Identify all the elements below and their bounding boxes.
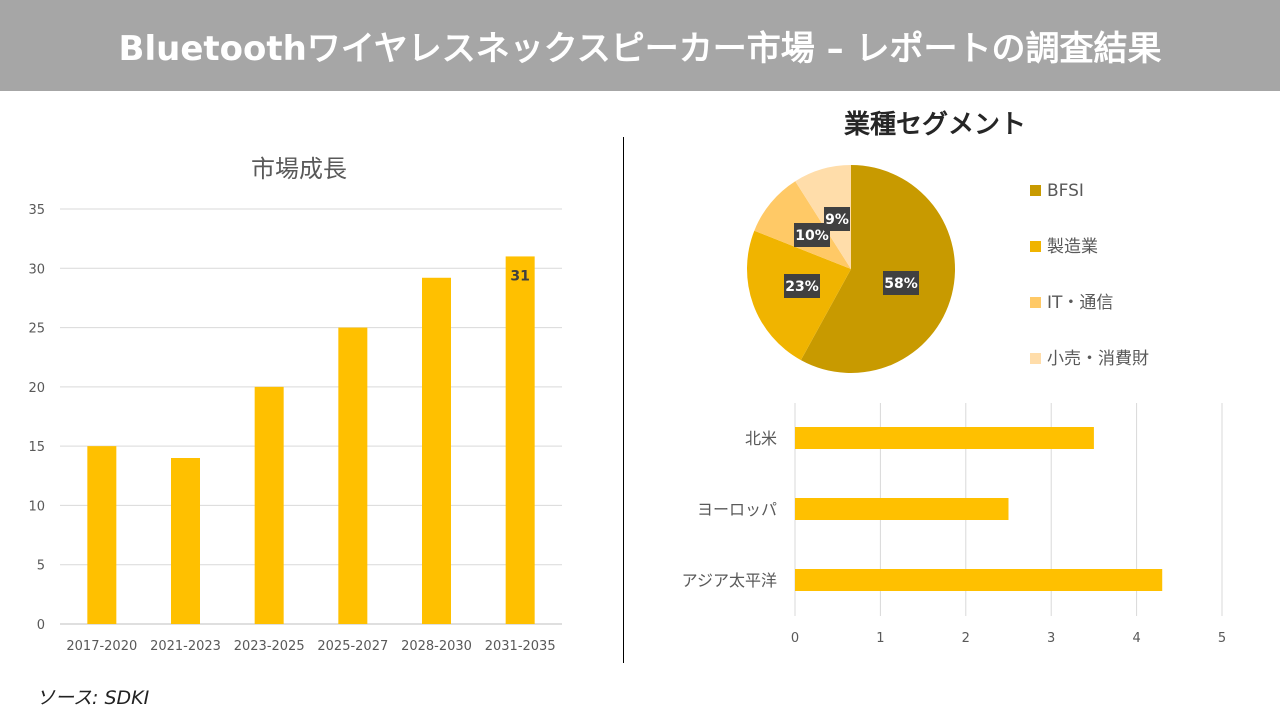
y-tick-label: アジア太平洋 xyxy=(682,571,777,590)
x-tick-label: 2021-2023 xyxy=(150,639,221,654)
x-tick-label: 2 xyxy=(962,631,970,646)
y-tick-label: 5 xyxy=(37,559,45,574)
legend-label: 製造業 xyxy=(1047,237,1098,257)
legend-swatch xyxy=(1030,353,1041,364)
x-tick-label: 2017-2020 xyxy=(66,639,137,654)
y-tick-label: 35 xyxy=(28,203,45,218)
data-label-box xyxy=(824,207,850,231)
bar xyxy=(795,569,1163,591)
x-tick-label: 2028-2030 xyxy=(401,639,472,654)
legend-label: 小売・消費財 xyxy=(1047,349,1149,369)
bar xyxy=(254,386,284,624)
x-tick-label: 2023-2025 xyxy=(234,639,305,654)
x-tick-label: 4 xyxy=(1132,631,1140,646)
legend-swatch xyxy=(1030,241,1041,252)
data-label-box xyxy=(883,271,919,295)
source-note: ソース: SDKI xyxy=(36,687,150,709)
bar xyxy=(422,277,451,624)
divider xyxy=(623,137,624,663)
y-tick-label: 15 xyxy=(28,440,45,455)
data-label: 31 xyxy=(510,268,529,284)
bar xyxy=(87,446,117,624)
x-tick-label: 2031-2035 xyxy=(485,639,556,654)
y-tick-label: 25 xyxy=(28,322,45,337)
y-tick-label: 30 xyxy=(28,262,45,277)
data-label: 23% xyxy=(785,279,819,295)
legend-label: IT・通信 xyxy=(1047,293,1113,313)
legend-swatch xyxy=(1030,297,1041,308)
y-tick-label: 0 xyxy=(37,618,45,633)
x-tick-label: 0 xyxy=(791,631,799,646)
bar xyxy=(795,498,1009,520)
legend-swatch xyxy=(1030,185,1041,196)
page-title: Bluetoothワイヤレスネックスピーカー市場 – レポートの調査結果 xyxy=(0,0,1280,91)
legend-label: BFSI xyxy=(1047,181,1084,201)
pie-slice xyxy=(795,165,851,269)
data-label-box xyxy=(784,274,820,298)
x-tick-label: 1 xyxy=(876,631,884,646)
bar xyxy=(795,427,1094,449)
bar xyxy=(171,458,200,624)
y-tick-label: ヨーロッパ xyxy=(697,500,777,519)
chart-title: 市場成長 xyxy=(251,155,347,183)
data-label: 9% xyxy=(825,212,849,228)
x-tick-label: 2025-2027 xyxy=(317,639,388,654)
chart-title: 業種セグメント xyxy=(844,110,1026,140)
data-label: 10% xyxy=(795,228,829,244)
y-tick-label: 10 xyxy=(28,499,45,514)
y-tick-label: 北米 xyxy=(745,429,777,448)
pie-slice xyxy=(800,165,955,374)
x-tick-label: 3 xyxy=(1047,631,1055,646)
y-tick-label: 20 xyxy=(28,381,45,396)
x-tick-label: 5 xyxy=(1218,631,1226,646)
data-label: 58% xyxy=(884,276,918,292)
bar xyxy=(338,327,368,624)
bar xyxy=(505,256,535,624)
